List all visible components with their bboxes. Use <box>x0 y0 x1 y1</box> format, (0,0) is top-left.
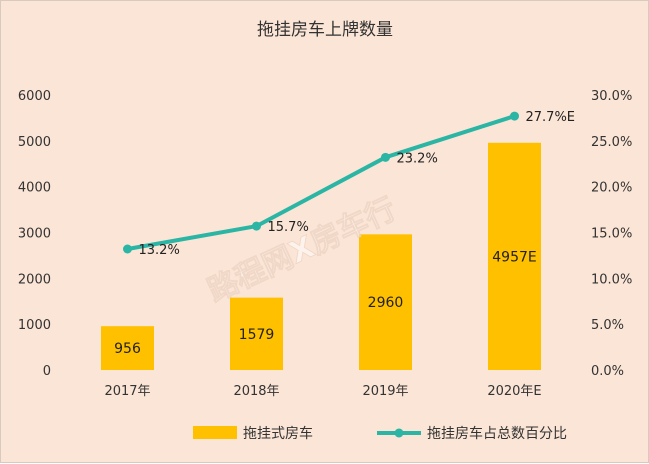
left-axis-ticks: 0 1000 2000 3000 4000 5000 6000 <box>18 89 51 379</box>
category-label: 2019年 <box>362 384 408 399</box>
right-tick-label: 10.0% <box>591 272 632 287</box>
bar-value-label: 4957E <box>492 249 536 265</box>
legend: 拖挂式房车 拖挂房车占总数百分比 <box>193 425 567 442</box>
bar <box>101 326 154 370</box>
line-point <box>123 244 132 254</box>
bar <box>359 234 412 370</box>
right-tick-label: 20.0% <box>591 181 632 196</box>
right-tick-label: 5.0% <box>591 318 624 333</box>
line-value-label: 27.7%E <box>526 110 576 125</box>
line-point <box>510 111 519 121</box>
line-value-label: 15.7% <box>268 220 309 235</box>
category-label: 2018年 <box>233 384 279 399</box>
line-value-label: 13.2% <box>139 243 180 258</box>
left-tick-label: 2000 <box>18 272 51 287</box>
line-point <box>381 152 390 162</box>
bar-value-label: 1579 <box>239 327 275 343</box>
category-label: 2017年 <box>104 384 150 399</box>
bar-value-label: 956 <box>114 341 141 357</box>
left-tick-label: 4000 <box>18 181 51 196</box>
legend-line-marker <box>394 428 404 438</box>
left-tick-label: 1000 <box>18 318 51 333</box>
right-axis-ticks: 0.0% 5.0% 10.0% 15.0% 20.0% 25.0% 30.0% <box>591 89 632 379</box>
line-point <box>252 221 261 231</box>
legend-bar-label: 拖挂式房车 <box>243 425 313 442</box>
right-tick-label: 25.0% <box>591 135 632 150</box>
category-label: 2020年E <box>487 384 541 399</box>
legend-bar-swatch <box>193 426 237 439</box>
line-value-label: 23.2% <box>397 151 438 166</box>
line-series: 13.2% 15.7% 23.2% 27.7%E <box>123 110 575 258</box>
bar <box>230 297 283 370</box>
left-tick-label: 3000 <box>18 227 51 242</box>
legend-line-label: 拖挂房车占总数百分比 <box>427 425 567 442</box>
right-tick-label: 30.0% <box>591 89 632 104</box>
left-tick-label: 0 <box>43 364 51 379</box>
left-tick-label: 5000 <box>18 135 51 150</box>
right-tick-label: 0.0% <box>591 364 624 379</box>
bar-series: 956 1579 2960 4957E <box>101 142 541 370</box>
category-labels: 2017年 2018年 2019年 2020年E <box>104 384 541 399</box>
left-tick-label: 6000 <box>18 89 51 104</box>
chart-title: 拖挂房车上牌数量 <box>257 20 393 40</box>
bar-value-label: 2960 <box>368 295 404 311</box>
right-tick-label: 15.0% <box>591 227 632 242</box>
bar <box>488 142 541 370</box>
series-line <box>127 114 516 251</box>
